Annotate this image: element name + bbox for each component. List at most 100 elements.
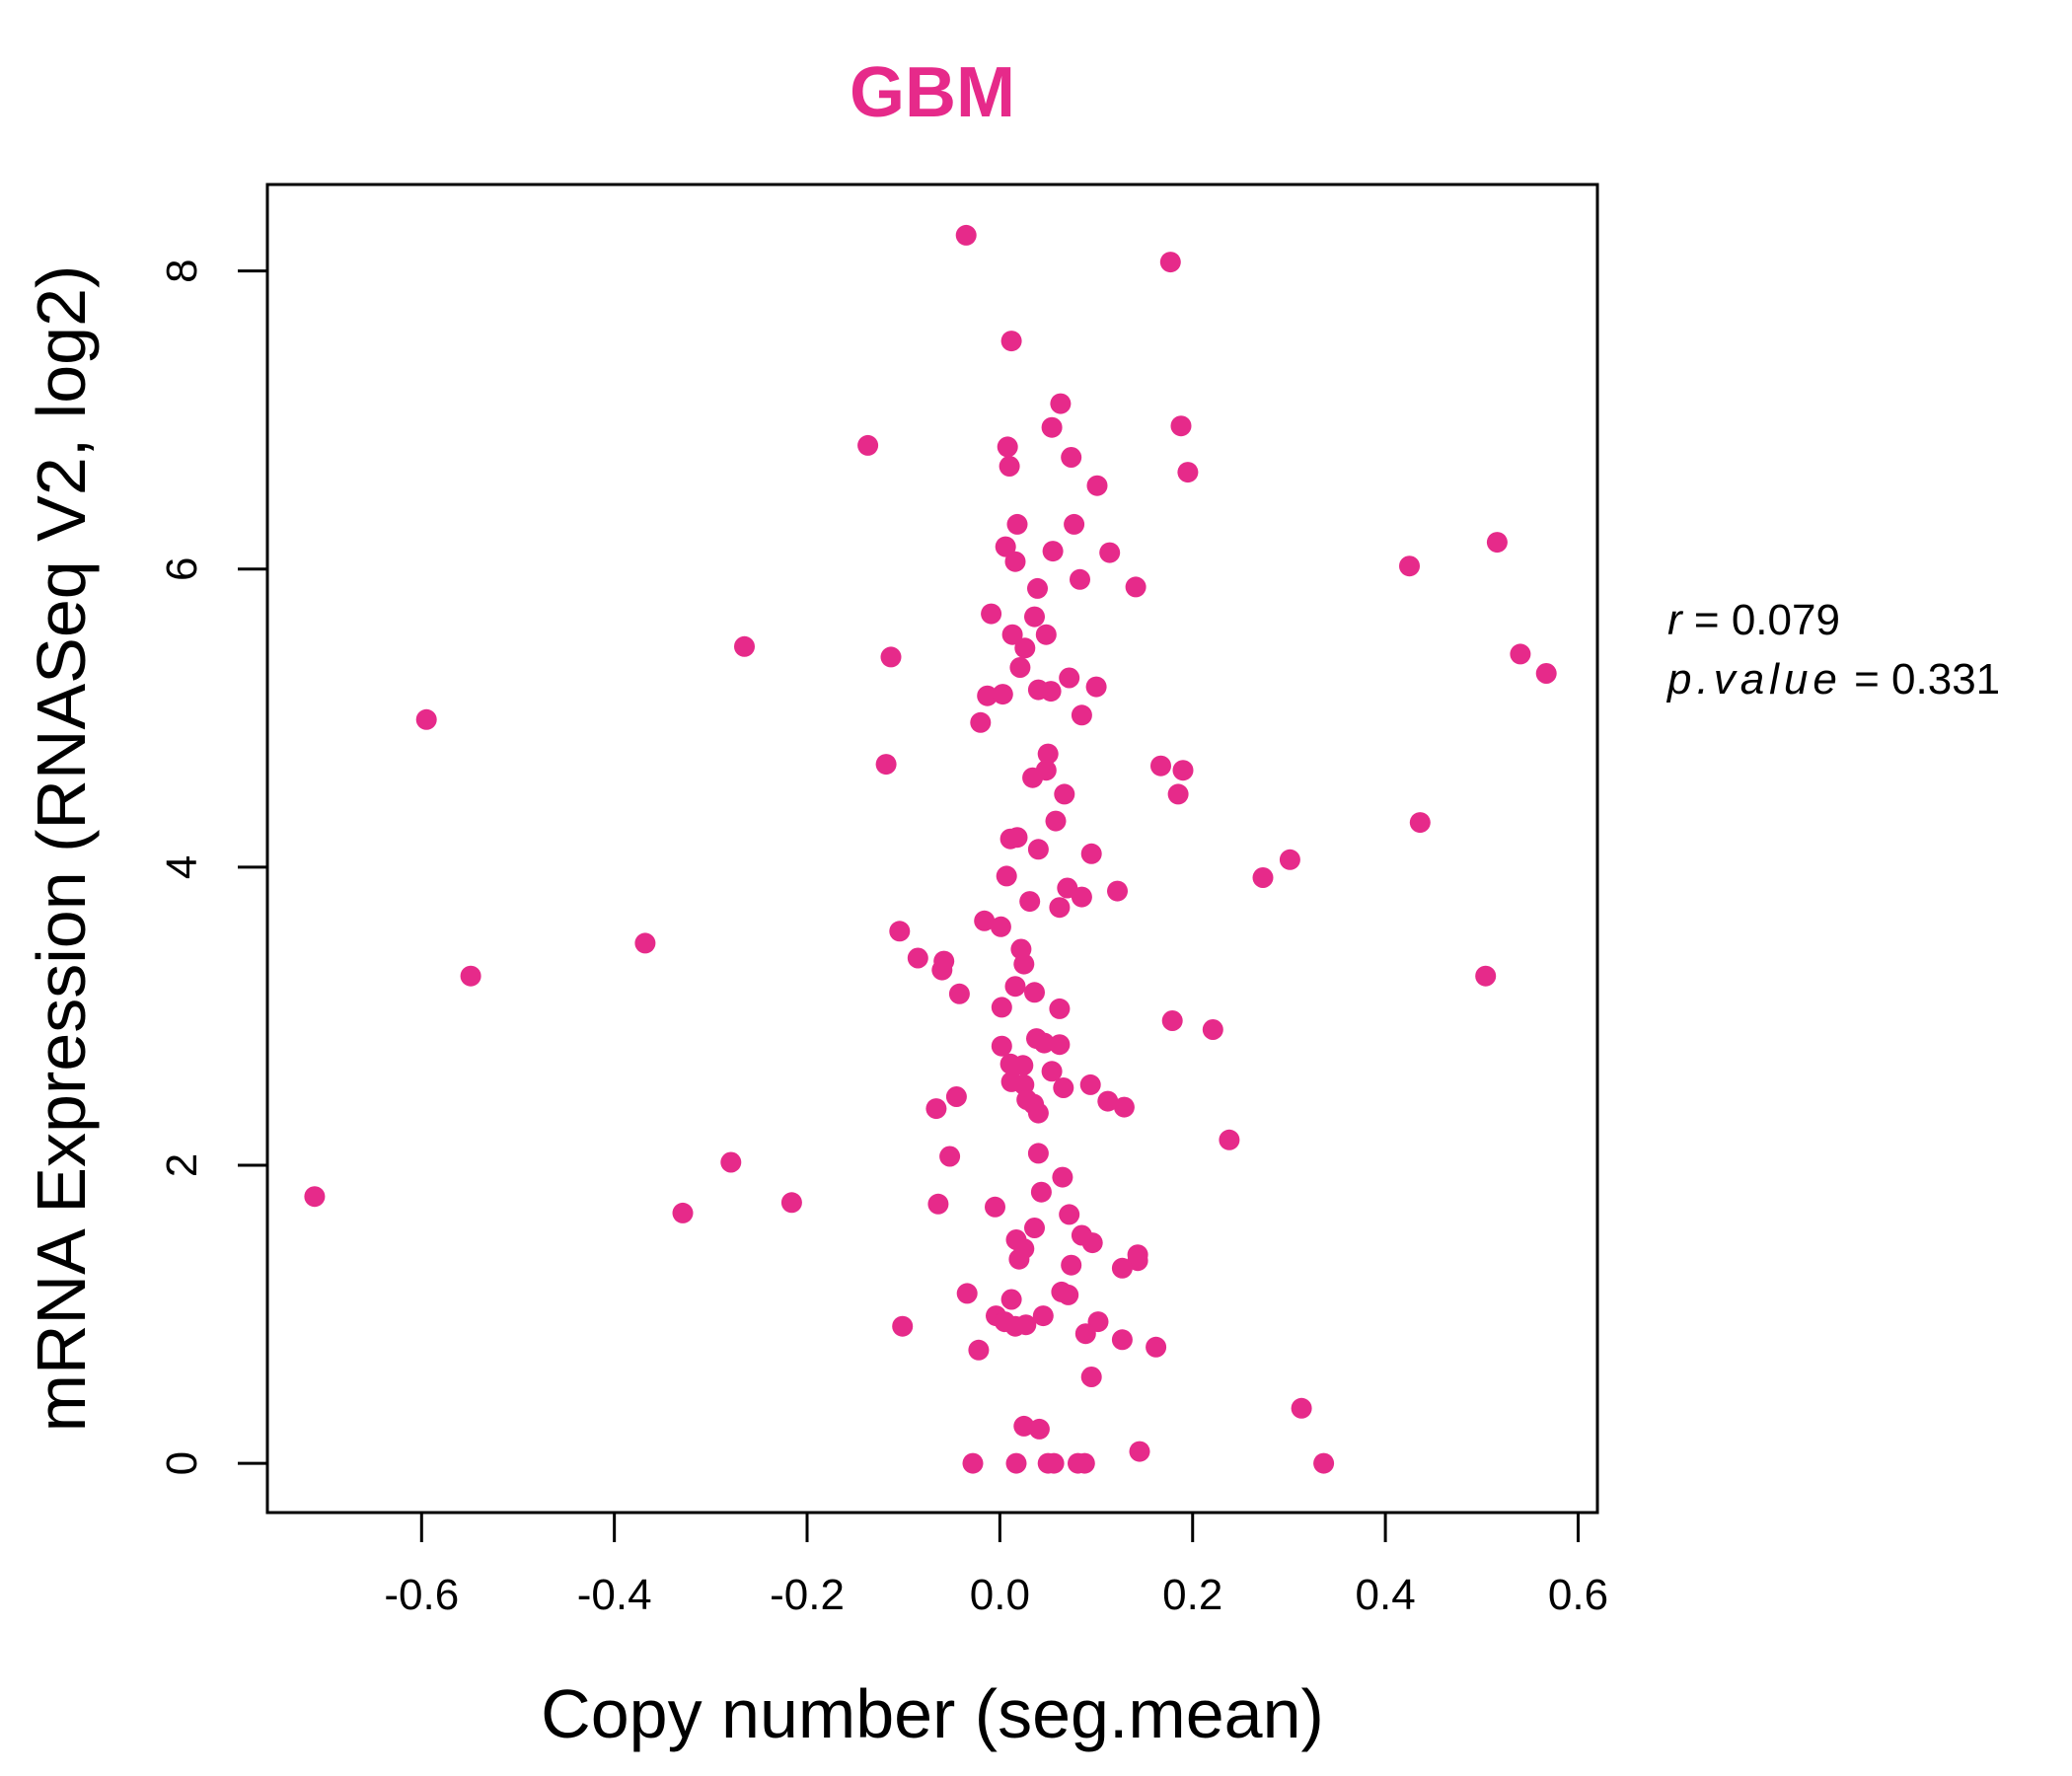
chart-title: GBM	[850, 53, 1015, 132]
data-point	[925, 1098, 947, 1120]
data-point	[1022, 767, 1044, 788]
data-point	[1049, 897, 1071, 919]
data-point	[1313, 1452, 1335, 1474]
data-point	[968, 1339, 990, 1361]
data-point	[875, 754, 897, 776]
data-point	[1004, 1315, 1026, 1337]
data-point	[1049, 998, 1071, 1019]
data-point	[1024, 606, 1045, 628]
data-point	[927, 1193, 949, 1215]
data-point	[1058, 1284, 1079, 1305]
data-point	[1027, 1143, 1049, 1164]
data-point	[1033, 1032, 1055, 1054]
data-point	[1053, 1077, 1074, 1098]
data-point	[1006, 513, 1028, 535]
data-point	[1535, 663, 1557, 684]
data-point	[1475, 965, 1497, 987]
data-point	[962, 1452, 984, 1474]
data-point	[720, 1151, 742, 1173]
data-point	[1027, 577, 1048, 599]
data-point	[1085, 676, 1107, 698]
data-point	[1049, 1034, 1071, 1056]
y-tick-label: 8	[158, 259, 206, 282]
data-point	[970, 711, 992, 733]
data-point	[1004, 551, 1026, 572]
data-point	[1061, 1254, 1082, 1276]
data-point	[1252, 867, 1274, 888]
data-point	[1113, 1096, 1135, 1118]
data-point	[1510, 643, 1531, 665]
data-point	[1028, 1418, 1050, 1440]
data-point	[939, 1146, 961, 1167]
data-point	[1079, 1073, 1101, 1095]
data-point	[995, 536, 1016, 557]
data-point	[415, 708, 437, 730]
y-tick-label: 0	[158, 1451, 206, 1475]
r-equals-sign: =	[1694, 596, 1732, 644]
x-axis: -0.6 -0.4 -0.2 0.0 0.2 0.4 0.6	[384, 1511, 1608, 1619]
x-tick-label: -0.6	[384, 1571, 459, 1619]
data-point	[1097, 1090, 1119, 1112]
x-tick-label: 0.0	[970, 1571, 1030, 1619]
data-point	[1219, 1129, 1240, 1150]
data-point	[1064, 513, 1085, 535]
x-tick-label: 0.6	[1548, 1571, 1608, 1619]
data-point	[1202, 1019, 1223, 1040]
data-point	[1399, 555, 1420, 577]
data-point	[1071, 704, 1092, 726]
x-tick-label: -0.4	[577, 1571, 652, 1619]
data-point	[1045, 810, 1067, 832]
data-point	[1159, 252, 1181, 273]
data-point	[1032, 1305, 1054, 1327]
y-tick-label: 6	[158, 557, 206, 581]
data-point	[945, 1086, 967, 1107]
data-point	[304, 1186, 326, 1208]
data-point	[1000, 331, 1022, 352]
data-point	[1080, 843, 1102, 864]
data-point	[1409, 812, 1431, 834]
p-value-value: 0.331	[1891, 655, 2000, 703]
data-point	[999, 456, 1020, 477]
data-point	[1027, 839, 1049, 860]
r-statistic: r = 0.079	[1667, 596, 1840, 644]
data-point	[996, 865, 1017, 887]
data-point	[1005, 1452, 1027, 1474]
data-point	[1111, 1257, 1133, 1279]
y-tick-label: 2	[158, 1153, 206, 1177]
data-point	[1059, 1204, 1080, 1225]
data-point	[857, 434, 879, 456]
data-point	[880, 646, 902, 668]
data-point	[889, 921, 911, 942]
r-statistic-value: 0.079	[1732, 596, 1840, 644]
data-point	[1486, 532, 1508, 554]
data-point	[991, 997, 1012, 1018]
data-point	[892, 1315, 914, 1337]
data-point	[1172, 760, 1194, 781]
data-point	[1024, 1218, 1045, 1238]
data-point	[1024, 982, 1045, 1003]
data-point	[1070, 568, 1090, 590]
data-point	[1050, 393, 1072, 414]
data-point	[1170, 415, 1192, 437]
data-point	[1000, 1289, 1022, 1310]
data-point	[977, 685, 999, 706]
data-point	[974, 910, 996, 931]
data-point	[1146, 1336, 1167, 1358]
data-point	[955, 224, 977, 246]
data-point	[1054, 783, 1075, 805]
data-point	[1177, 462, 1199, 483]
x-tick-label: -0.2	[770, 1571, 845, 1619]
data-point	[1004, 976, 1026, 998]
r-statistic-label: r	[1667, 596, 1684, 644]
data-point	[672, 1202, 694, 1223]
data-point	[1012, 1055, 1034, 1076]
data-point	[1014, 637, 1036, 659]
data-point	[1006, 827, 1028, 849]
data-point	[1061, 447, 1082, 468]
data-point	[1125, 576, 1147, 598]
p-value-equals-sign: =	[1854, 655, 1891, 703]
data-point	[1043, 1452, 1065, 1474]
data-point	[1001, 624, 1023, 645]
data-point	[981, 603, 1002, 625]
data-point	[997, 436, 1018, 458]
